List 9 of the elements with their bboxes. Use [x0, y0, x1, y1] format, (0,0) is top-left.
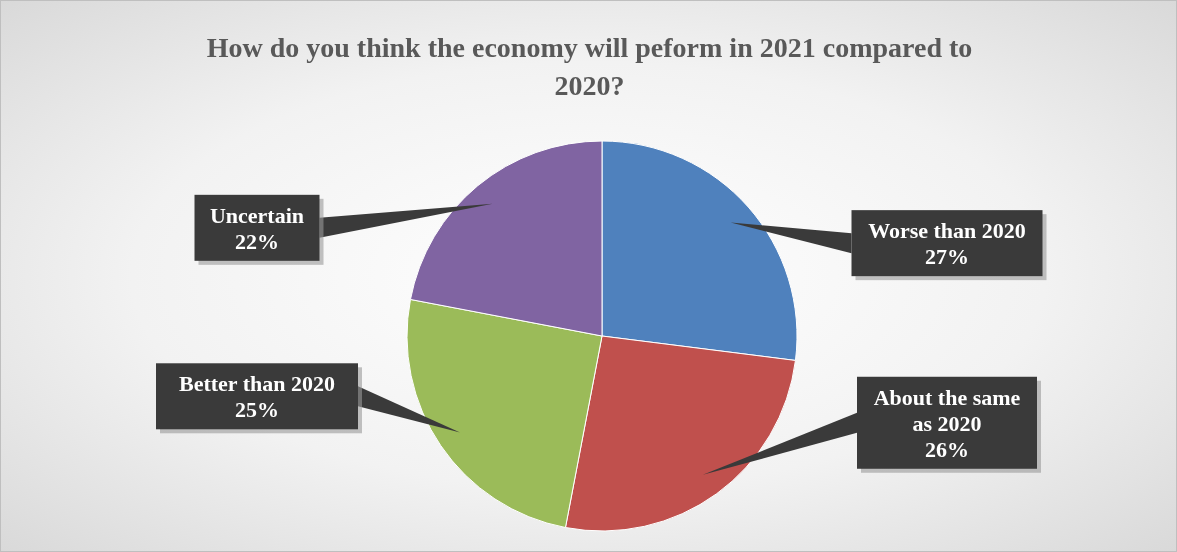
- slice-label: Better than 2020: [178, 371, 336, 397]
- slice-label: Uncertain: [209, 202, 305, 228]
- data-label: 27%: [925, 244, 969, 270]
- data-label: 25%: [235, 397, 279, 423]
- slice-label: About the same as 2020: [873, 384, 1021, 436]
- slice-label: Worse than 2020: [868, 218, 1026, 244]
- data-label: 22%: [235, 228, 279, 254]
- data-label: 26%: [925, 436, 969, 462]
- chart-title: How do you think the economy will peform in 2021 compared to 2020?: [205, 31, 974, 103]
